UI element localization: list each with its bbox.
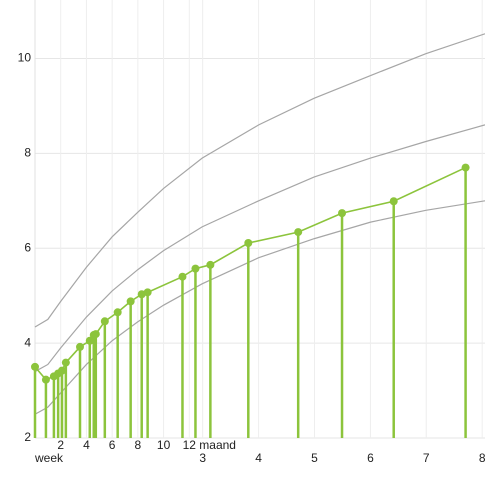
data-point [41,375,50,384]
data-point [461,163,470,172]
x-tick-label: 10 [157,438,171,452]
x2-tick-label: 3 [199,451,206,465]
x-tick-label: 4 [83,438,90,452]
data-point [113,308,122,317]
series-line [34,124,485,373]
x2-axis-label: maand [199,438,236,452]
x-tick-label: 8 [135,438,142,452]
x2-tick-label: 6 [367,451,374,465]
data-point [85,336,94,345]
data-point [338,209,347,218]
x-tick-label: 12 [183,438,197,452]
x2-tick-label: 7 [423,451,430,465]
data-point [294,228,303,237]
data-point [58,366,66,375]
x2-tick-label: 5 [311,451,318,465]
data-point [76,342,84,351]
data-point [244,239,253,248]
y-tick-label: 8 [24,146,31,160]
series-line [34,166,466,381]
x-axis-label: week [34,451,64,465]
x-tick-label: 6 [109,438,116,452]
data-point [31,362,39,371]
x2-tick-label: 8 [479,451,486,465]
series-line [34,33,485,328]
data-point [126,297,135,306]
plot-area [31,33,485,438]
data-point [100,317,109,326]
y-tick-label: 2 [24,430,31,444]
data-point [178,272,187,281]
y-tick-label: 10 [18,51,32,65]
data-point [143,288,152,297]
data-point [91,330,100,339]
data-point [389,197,398,206]
data-point [206,260,215,269]
series-line [34,200,485,415]
y-tick-label: 6 [24,240,31,254]
data-point [61,358,70,367]
data-point [191,264,200,273]
x2-tick-label: 4 [255,451,262,465]
x-tick-label: 2 [57,438,64,452]
y-tick-label: 4 [24,335,31,349]
